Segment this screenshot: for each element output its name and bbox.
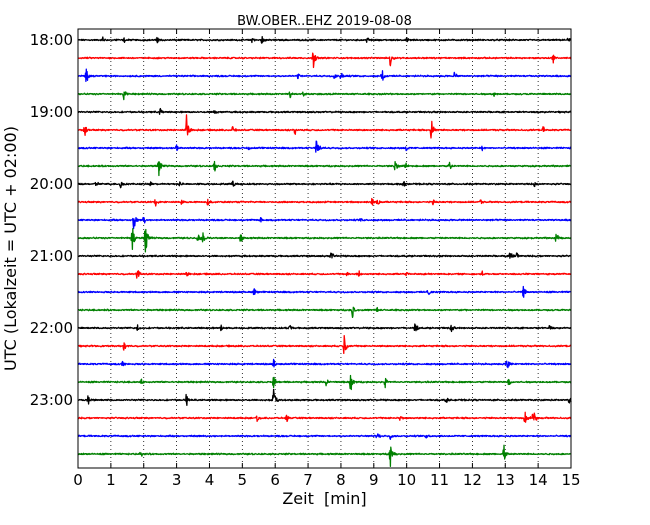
trace-2015 bbox=[77, 197, 572, 207]
trace-1845 bbox=[77, 91, 572, 101]
trace-2245 bbox=[77, 374, 572, 391]
trace-2130 bbox=[77, 285, 572, 298]
x-tick-label-14: 14 bbox=[529, 471, 548, 489]
trace-1900 bbox=[77, 107, 572, 115]
x-tick-label-15: 15 bbox=[561, 471, 580, 489]
trace-2315 bbox=[77, 411, 572, 423]
x-tick-label-6: 6 bbox=[270, 471, 280, 489]
chart-title: BW.OBER..EHZ 2019-08-08 bbox=[237, 14, 412, 29]
trace-2345 bbox=[77, 444, 572, 468]
trace-2330 bbox=[77, 433, 572, 440]
y-tick-label-4: 22:00 bbox=[30, 319, 73, 337]
x-tick-label-1: 1 bbox=[106, 471, 116, 489]
trace-2300 bbox=[77, 388, 572, 407]
x-tick-label-13: 13 bbox=[496, 471, 515, 489]
y-axis-title: UTC (Lokalzeit = UTC + 02:00) bbox=[1, 126, 20, 371]
trace-2000 bbox=[77, 180, 572, 189]
trace-1915 bbox=[77, 114, 572, 139]
trace-layer bbox=[77, 36, 572, 468]
trace-2230 bbox=[77, 358, 572, 369]
x-tick-label-8: 8 bbox=[336, 471, 346, 489]
trace-2100 bbox=[77, 252, 572, 259]
y-tick-label-1: 19:00 bbox=[30, 103, 73, 121]
trace-2030 bbox=[77, 216, 572, 230]
x-tick-label-10: 10 bbox=[397, 471, 416, 489]
trace-2200 bbox=[77, 323, 572, 333]
trace-1800 bbox=[77, 36, 572, 44]
trace-2115 bbox=[77, 270, 572, 279]
y-tick-label-2: 20:00 bbox=[30, 175, 73, 193]
plot-frame bbox=[77, 28, 572, 469]
trace-1930 bbox=[77, 140, 572, 153]
y-tick-label-3: 21:00 bbox=[30, 247, 73, 265]
x-tick-label-9: 9 bbox=[369, 471, 379, 489]
trace-2215 bbox=[77, 334, 572, 355]
trace-2045 bbox=[77, 227, 572, 253]
trace-2145 bbox=[77, 306, 572, 319]
y-tick-label-5: 23:00 bbox=[30, 391, 73, 409]
x-tick-label-12: 12 bbox=[463, 471, 482, 489]
x-axis-title: Zeit [min] bbox=[282, 489, 366, 508]
trace-1945 bbox=[77, 160, 572, 177]
trace-1815 bbox=[77, 52, 572, 69]
y-tick-label-0: 18:00 bbox=[30, 31, 73, 49]
x-tick-label-5: 5 bbox=[238, 471, 248, 489]
x-tick-label-3: 3 bbox=[172, 471, 182, 489]
trace-1830 bbox=[77, 68, 572, 82]
x-tick-label-7: 7 bbox=[303, 471, 313, 489]
tick-layer: 0 1 2 3 4 5 6 7 8 9 10 11 12 13 14 1518:0019:0020:0021:… bbox=[30, 29, 581, 489]
x-tick-label-2: 2 bbox=[139, 471, 149, 489]
x-tick-label-4: 4 bbox=[205, 471, 215, 489]
x-tick-label-11: 11 bbox=[430, 471, 449, 489]
x-tick-label-0: 0 bbox=[73, 471, 83, 489]
